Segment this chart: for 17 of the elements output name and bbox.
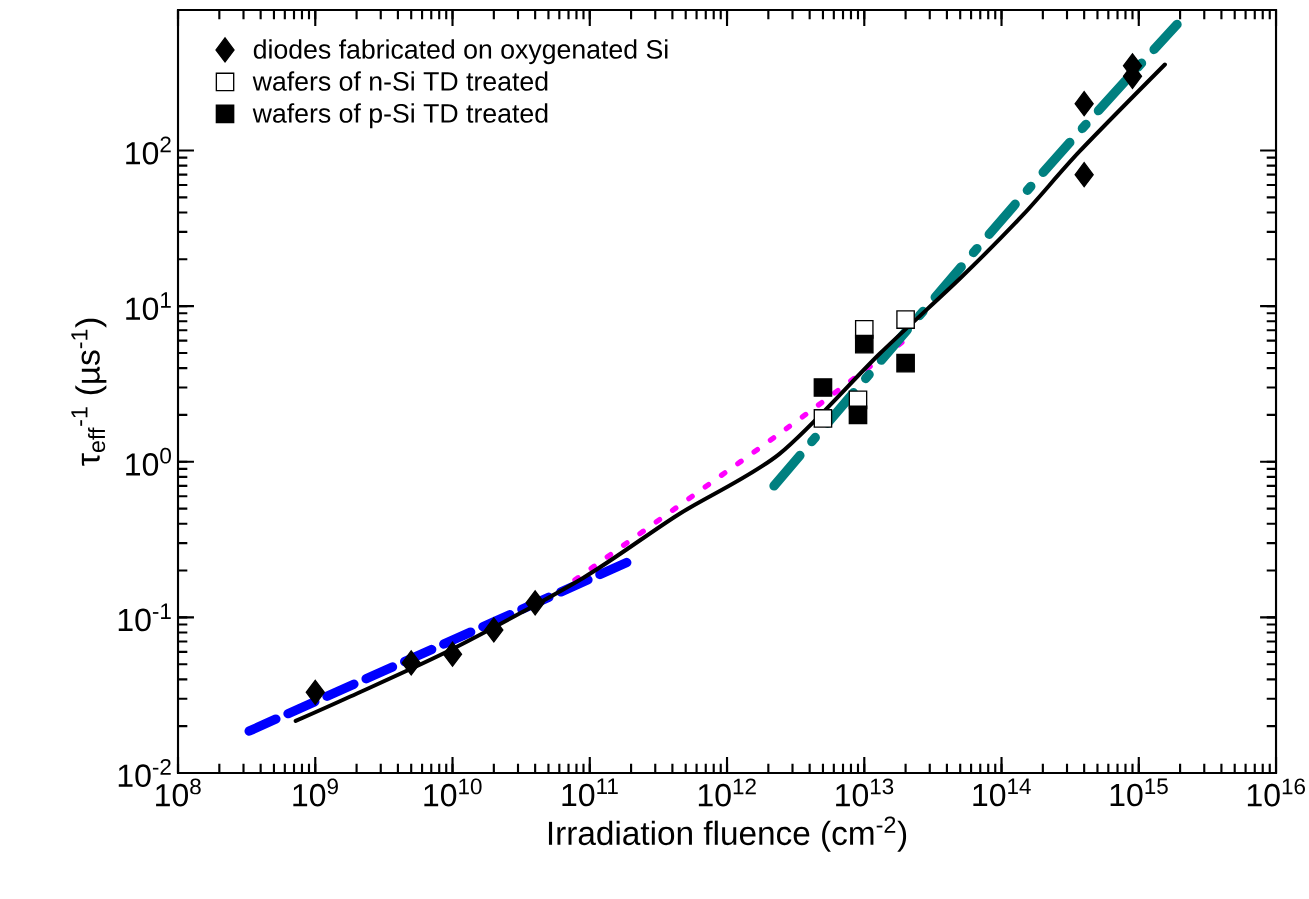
y-tick-label: 10$^{0}$	[126, 447, 171, 476]
x-tick-label: 10$^{15}$	[1110, 778, 1168, 807]
legend-label: diodes fabricated on oxygenated Si	[253, 39, 668, 65]
y-tick-label: 10$^{2}$	[126, 136, 171, 165]
y-tick-label: 10$^{1}$	[126, 292, 171, 321]
x-tick-label: 10$^{9}$	[293, 778, 338, 807]
x-tick-label: 10$^{14}$	[973, 778, 1031, 807]
x-tick-label: 10$^{16}$	[1247, 778, 1305, 807]
legend-label: wafers of n-Si TD treated	[252, 71, 548, 91]
x-tick-label: 10$^{12}$	[698, 778, 756, 807]
x-tick-label: 10$^{10}$	[424, 778, 482, 807]
x-axis-title: Irradiation fluence (cm$^{-2}$)	[548, 816, 907, 852]
y-axis-title: τ$_{eff}$$^{-1}$ (µs$^{-1}$)	[71, 318, 107, 466]
y-tick-label: 10$^{-1}$	[118, 603, 171, 632]
x-tick-label: 10$^{13}$	[836, 778, 894, 807]
x-tick-label: 10$^{11}$	[562, 778, 618, 807]
legend-label: wafers of p-Si TD treated	[252, 103, 548, 129]
